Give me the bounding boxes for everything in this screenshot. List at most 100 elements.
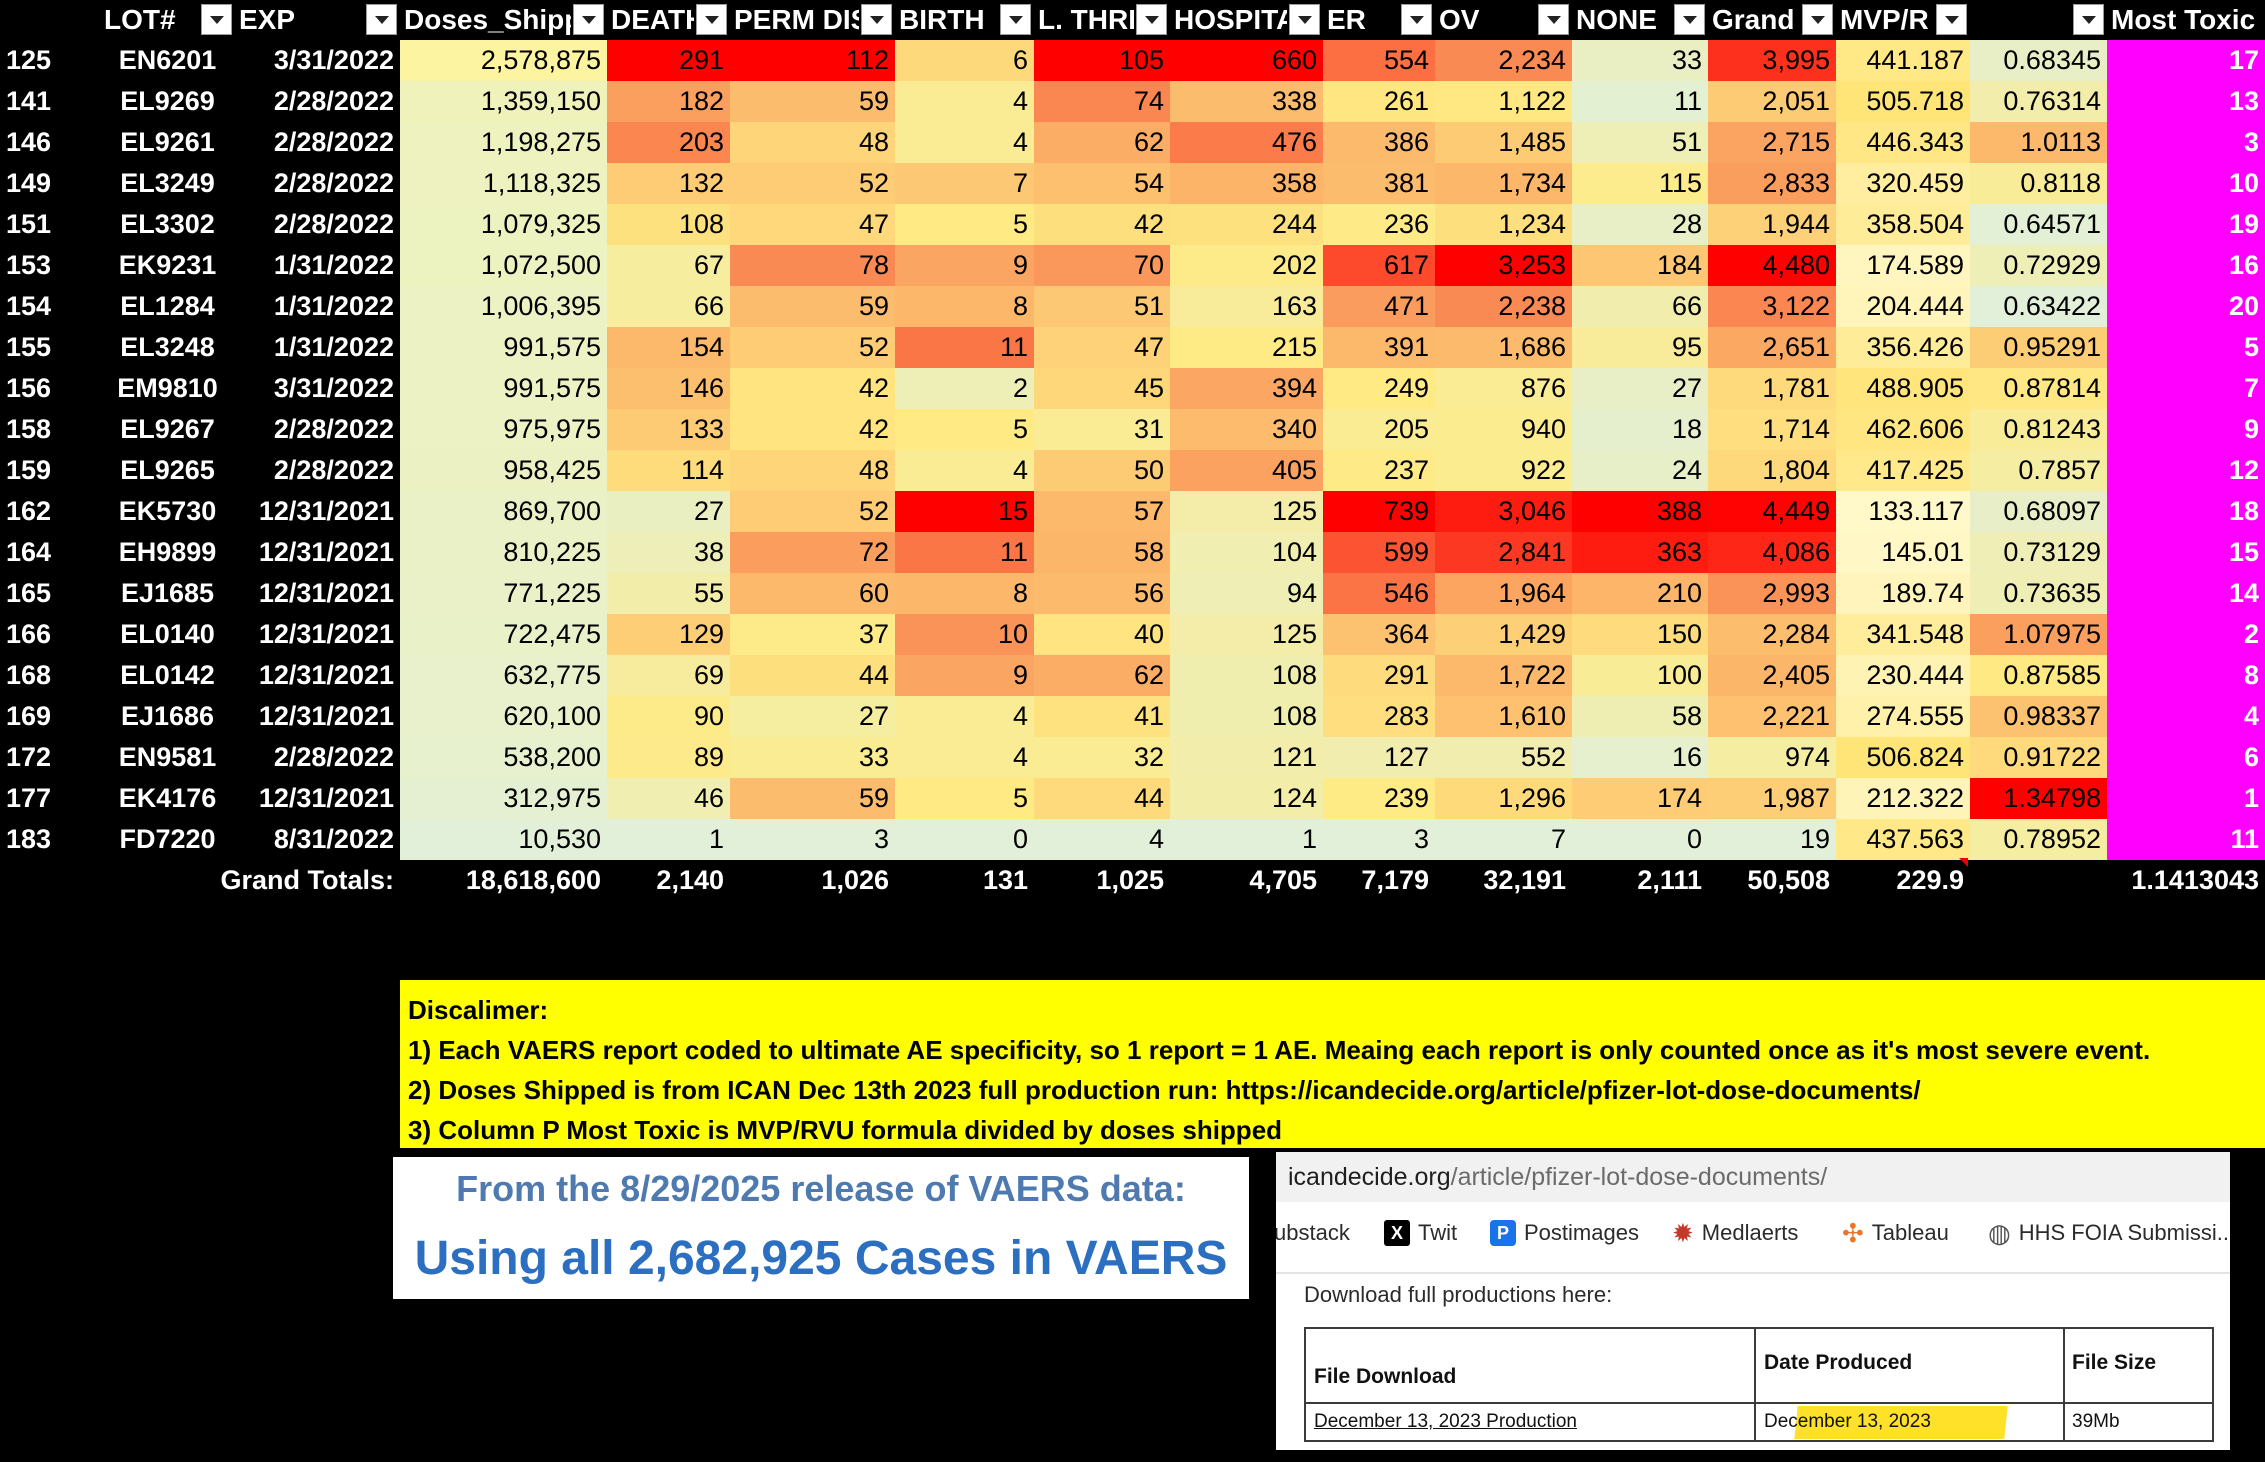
cell-hosp[interactable]: 125 [1170,491,1323,532]
cell-ratio[interactable]: 0.68097 [1970,491,2107,532]
cell-row-num[interactable]: 177 [0,778,100,819]
cell-row-num[interactable]: 153 [0,245,100,286]
cell-mvp[interactable]: 446.343 [1836,122,1970,163]
cell-mvp[interactable]: 488.905 [1836,368,1970,409]
cell-er[interactable]: 381 [1323,163,1435,204]
cell-grand[interactable]: 3,995 [1708,40,1836,81]
cell-none[interactable]: 100 [1572,655,1708,696]
cell-mvp[interactable]: 145.01 [1836,532,1970,573]
cell-ov[interactable]: 7 [1435,819,1572,860]
cell-lthreat[interactable]: 40 [1034,614,1170,655]
cell-none[interactable]: 27 [1572,368,1708,409]
cell-er[interactable]: 391 [1323,327,1435,368]
cell-death[interactable]: 66 [607,286,730,327]
cell-perm[interactable]: 59 [730,81,895,122]
cell-lot[interactable]: EL0140 [100,614,235,655]
cell-lot[interactable]: EJ1685 [100,573,235,614]
cell-ov[interactable]: 2,841 [1435,532,1572,573]
cell-death[interactable]: 182 [607,81,730,122]
cell-row-num[interactable]: 169 [0,696,100,737]
cell-lthreat[interactable]: 54 [1034,163,1170,204]
filter-dropdown-icon[interactable] [1802,4,1833,35]
cell-none[interactable]: 95 [1572,327,1708,368]
cell-grand[interactable]: 4,449 [1708,491,1836,532]
cell-perm[interactable]: 48 [730,450,895,491]
cell-ov[interactable]: 876 [1435,368,1572,409]
cell-exp[interactable]: 1/31/2022 [235,327,400,368]
cell-mvp[interactable]: 174.589 [1836,245,1970,286]
cell-rank[interactable]: 17 [2107,40,2265,81]
cell-death[interactable]: 146 [607,368,730,409]
cell-hosp[interactable]: 121 [1170,737,1323,778]
cell-grand[interactable]: 2,051 [1708,81,1836,122]
cell-exp[interactable]: 12/31/2021 [235,655,400,696]
cell-death[interactable]: 46 [607,778,730,819]
cell-grand[interactable]: 4,086 [1708,532,1836,573]
cell-lthreat[interactable]: 41 [1034,696,1170,737]
cell-er[interactable]: 127 [1323,737,1435,778]
cell-perm[interactable]: 59 [730,778,895,819]
bookmark-tableau[interactable]: ✣ Tableau [1842,1208,1949,1258]
cell-grand[interactable]: 19 [1708,819,1836,860]
cell-birth[interactable]: 4 [895,122,1034,163]
cell-ratio[interactable]: 0.73635 [1970,573,2107,614]
cell-row-num[interactable]: 151 [0,204,100,245]
cell-ratio[interactable]: 0.98337 [1970,696,2107,737]
cell-ov[interactable]: 1,296 [1435,778,1572,819]
cell-death[interactable]: 27 [607,491,730,532]
cell-ratio[interactable]: 0.73129 [1970,532,2107,573]
cell-hosp[interactable]: 405 [1170,450,1323,491]
cell-hosp[interactable]: 358 [1170,163,1323,204]
cell-lthreat[interactable]: 31 [1034,409,1170,450]
cell-mvp[interactable]: 204.444 [1836,286,1970,327]
cell-exp[interactable]: 1/31/2022 [235,245,400,286]
cell-perm[interactable]: 60 [730,573,895,614]
cell-none[interactable]: 51 [1572,122,1708,163]
cell-none[interactable]: 210 [1572,573,1708,614]
filter-dropdown-icon[interactable] [1136,4,1167,35]
cell-doses[interactable]: 1,118,325 [400,163,607,204]
cell-doses[interactable]: 991,575 [400,368,607,409]
cell-hosp[interactable]: 104 [1170,532,1323,573]
cell-death[interactable]: 55 [607,573,730,614]
cell-death[interactable]: 203 [607,122,730,163]
cell-mvp[interactable]: 437.563 [1836,819,1970,860]
cell-perm[interactable]: 27 [730,696,895,737]
cell-rank[interactable]: 2 [2107,614,2265,655]
cell-er[interactable]: 617 [1323,245,1435,286]
cell-none[interactable]: 150 [1572,614,1708,655]
cell-er[interactable]: 249 [1323,368,1435,409]
cell-lot[interactable]: EN9581 [100,737,235,778]
cell-lot[interactable]: EK4176 [100,778,235,819]
cell-hosp[interactable]: 163 [1170,286,1323,327]
cell-ratio[interactable]: 0.78952 [1970,819,2107,860]
cell-rank[interactable]: 11 [2107,819,2265,860]
cell-lthreat[interactable]: 42 [1034,204,1170,245]
filter-dropdown-icon[interactable] [1401,4,1432,35]
cell-doses[interactable]: 991,575 [400,327,607,368]
cell-lot[interactable]: FD7220 [100,819,235,860]
cell-er[interactable]: 739 [1323,491,1435,532]
cell-mvp[interactable]: 358.504 [1836,204,1970,245]
cell-birth[interactable]: 11 [895,327,1034,368]
cell-doses[interactable]: 312,975 [400,778,607,819]
cell-lot[interactable]: EL3248 [100,327,235,368]
cell-perm[interactable]: 52 [730,163,895,204]
cell-perm[interactable]: 42 [730,368,895,409]
cell-row-num[interactable]: 172 [0,737,100,778]
cell-none[interactable]: 363 [1572,532,1708,573]
cell-ov[interactable]: 1,122 [1435,81,1572,122]
cell-hosp[interactable]: 244 [1170,204,1323,245]
cell-mvp[interactable]: 230.444 [1836,655,1970,696]
cell-perm[interactable]: 47 [730,204,895,245]
cell-ov[interactable]: 1,485 [1435,122,1572,163]
cell-mvp[interactable]: 506.824 [1836,737,1970,778]
cell-mvp[interactable]: 356.426 [1836,327,1970,368]
cell-hosp[interactable]: 394 [1170,368,1323,409]
cell-exp[interactable]: 2/28/2022 [235,81,400,122]
cell-ratio[interactable]: 0.64571 [1970,204,2107,245]
cell-exp[interactable]: 2/28/2022 [235,450,400,491]
cell-ov[interactable]: 1,964 [1435,573,1572,614]
cell-perm[interactable]: 52 [730,327,895,368]
filter-dropdown-icon[interactable] [2073,4,2104,35]
